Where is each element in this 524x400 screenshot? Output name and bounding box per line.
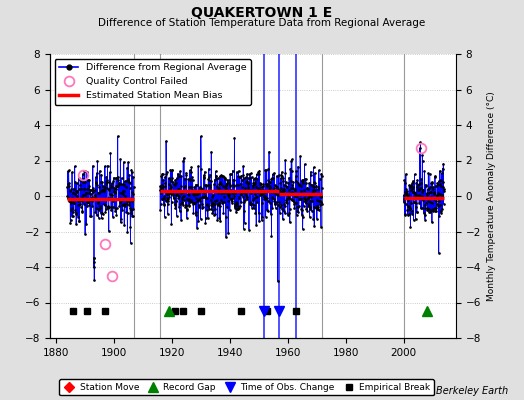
Text: QUAKERTOWN 1 E: QUAKERTOWN 1 E [191,6,333,20]
Text: Berkeley Earth: Berkeley Earth [436,386,508,396]
Text: Difference of Station Temperature Data from Regional Average: Difference of Station Temperature Data f… [99,18,425,28]
Legend: Station Move, Record Gap, Time of Obs. Change, Empirical Break: Station Move, Record Gap, Time of Obs. C… [59,379,434,396]
Legend: Difference from Regional Average, Quality Control Failed, Estimated Station Mean: Difference from Regional Average, Qualit… [54,59,251,105]
Y-axis label: Monthly Temperature Anomaly Difference (°C): Monthly Temperature Anomaly Difference (… [486,91,496,301]
